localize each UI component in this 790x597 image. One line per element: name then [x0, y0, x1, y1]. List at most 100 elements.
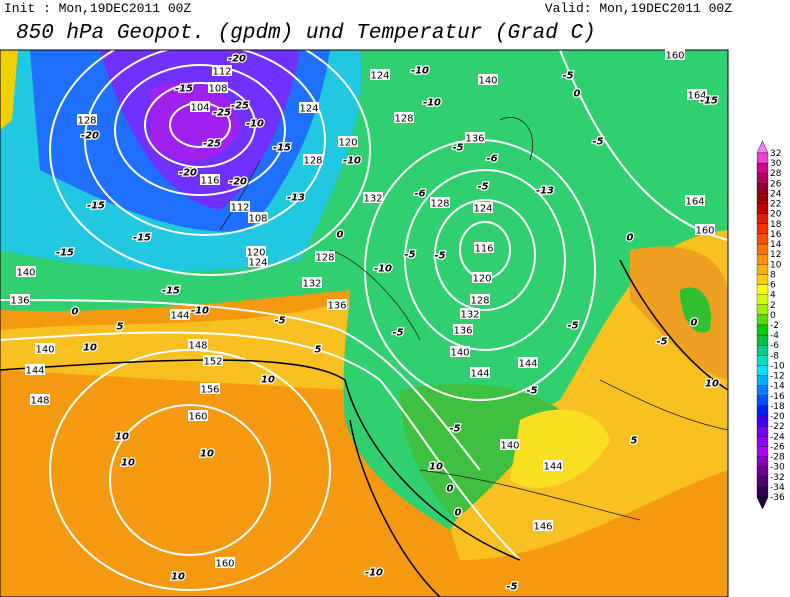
colorbar-label: -18	[770, 402, 785, 412]
geopotential-label: 144	[543, 462, 562, 473]
geopotential-label: 128	[394, 114, 413, 125]
geopotential-label: 140	[450, 348, 469, 359]
temperature-label: -15	[87, 201, 105, 212]
geopotential-label-box	[450, 346, 470, 357]
temperature-label: -5	[392, 328, 403, 339]
geopotential-label-box	[200, 174, 220, 185]
colorbar-swatch	[756, 415, 769, 427]
colorbar-swatch	[756, 314, 769, 326]
geopotential-label-box	[248, 256, 268, 267]
geopotential-label-box	[303, 154, 323, 165]
geopotential-label-box	[16, 266, 36, 277]
geopotential-label: 108	[248, 214, 267, 225]
geopotential-label-box	[35, 343, 55, 354]
colorbar-label: -36	[770, 493, 785, 503]
temperature-label: 5	[631, 436, 638, 447]
colorbar-label: 32	[770, 149, 781, 159]
geopotential-label: 112	[230, 203, 249, 214]
temperature-label: 0	[447, 484, 454, 495]
geopotential-label-box	[472, 272, 492, 283]
geopotential-label: 132	[460, 310, 479, 321]
temperature-label: -10	[411, 66, 429, 77]
geopotential-label-box	[188, 339, 208, 350]
colorbar-label: -26	[770, 442, 785, 452]
colorbar-swatch	[756, 223, 769, 235]
colorbar-label: -30	[770, 463, 785, 473]
geopotential-label: 164	[685, 197, 704, 208]
temperature-label: -10	[343, 156, 361, 167]
temperature-label: -13	[287, 193, 305, 204]
colorbar-label: -6	[770, 341, 779, 351]
temperature-label: -15	[162, 286, 180, 297]
geopotential-label: 128	[315, 253, 334, 264]
temperature-label: 10	[115, 432, 129, 443]
colorbar-swatch	[756, 254, 769, 265]
geopotential-label: 128	[430, 199, 449, 210]
geopotential-label-box	[687, 89, 707, 100]
geopotential-label-box	[430, 197, 450, 208]
geopotential-label: 120	[338, 138, 357, 149]
geopotential-label: 128	[470, 296, 489, 307]
colorbar-label: -2	[770, 321, 779, 331]
geopotential-label-box	[533, 520, 553, 531]
geopotential-label: 104	[190, 103, 209, 114]
geopotential-label: 148	[30, 396, 49, 407]
colorbar-swatch	[756, 274, 769, 285]
temperature-label: -6	[414, 189, 425, 200]
temperature-label: 0	[455, 508, 462, 519]
temperature-label: -5	[656, 337, 667, 348]
geopotential-label: 124	[370, 71, 389, 82]
geopotential-label: 136	[453, 326, 472, 337]
colorbar-label: 0	[770, 311, 776, 321]
colorbar-label: 30	[770, 159, 782, 169]
colorbar-swatch	[756, 304, 769, 316]
geopotential-label-box	[188, 410, 208, 421]
temperature-label: -10	[246, 119, 264, 130]
geopotential-label: 120	[246, 248, 265, 259]
geopotential-label-box	[460, 308, 480, 319]
temperature-label: -5	[526, 386, 537, 397]
colorbar-swatch	[756, 294, 769, 305]
geopotential-label: 148	[188, 341, 207, 352]
geopotential-label-box	[465, 132, 485, 143]
geopotential-label: 146	[533, 522, 552, 533]
temperature-label: 10	[261, 375, 275, 386]
valid-time: Valid: Mon,19DEC2011 00Z	[545, 1, 732, 16]
colorbar-arrow-bottom	[756, 496, 769, 510]
colorbar-swatch	[756, 466, 769, 477]
colorbar-swatch	[756, 213, 769, 224]
colorbar-arrow-top	[756, 140, 769, 154]
colorbar-label: -22	[770, 422, 785, 432]
geopotential-label-box	[200, 383, 220, 394]
temperature-label: -5	[449, 424, 460, 435]
geopotential-label-box	[500, 439, 520, 450]
geopotential-label: 160	[188, 412, 207, 423]
temperature-label: -25	[213, 108, 231, 119]
geopotential-label: 124	[248, 258, 267, 269]
geopotential-label-box	[30, 394, 50, 405]
colorbar-label: -20	[770, 412, 785, 422]
temperature-label: -5	[452, 143, 463, 154]
colorbar-label: -34	[770, 483, 785, 493]
temperature-label: -15	[175, 84, 193, 95]
geopotential-label: 144	[518, 359, 537, 370]
colorbar-label: -12	[770, 372, 785, 382]
map	[0, 50, 728, 597]
geopotential-label: 140	[16, 268, 35, 279]
temperature-label: 10	[121, 458, 135, 469]
geopotential-label: 144	[470, 369, 489, 380]
colorbar-label: -16	[770, 392, 785, 402]
geopotential-label-box	[190, 101, 210, 112]
geopotential-label: 112	[212, 67, 231, 78]
geopotential-label: 152	[203, 357, 222, 368]
colorbar-label: -14	[770, 382, 785, 392]
colorbar-label: 4	[770, 291, 776, 301]
colorbar-swatch	[756, 162, 769, 174]
geopotential-label: 128	[77, 116, 96, 127]
geopotential-label-box	[246, 246, 266, 257]
geopotential-label: 140	[478, 76, 497, 87]
colorbar-label: -28	[770, 453, 785, 463]
temperature-label: 10	[171, 572, 185, 583]
temperature-label: -5	[274, 316, 285, 327]
colorbar-swatch	[756, 436, 769, 447]
